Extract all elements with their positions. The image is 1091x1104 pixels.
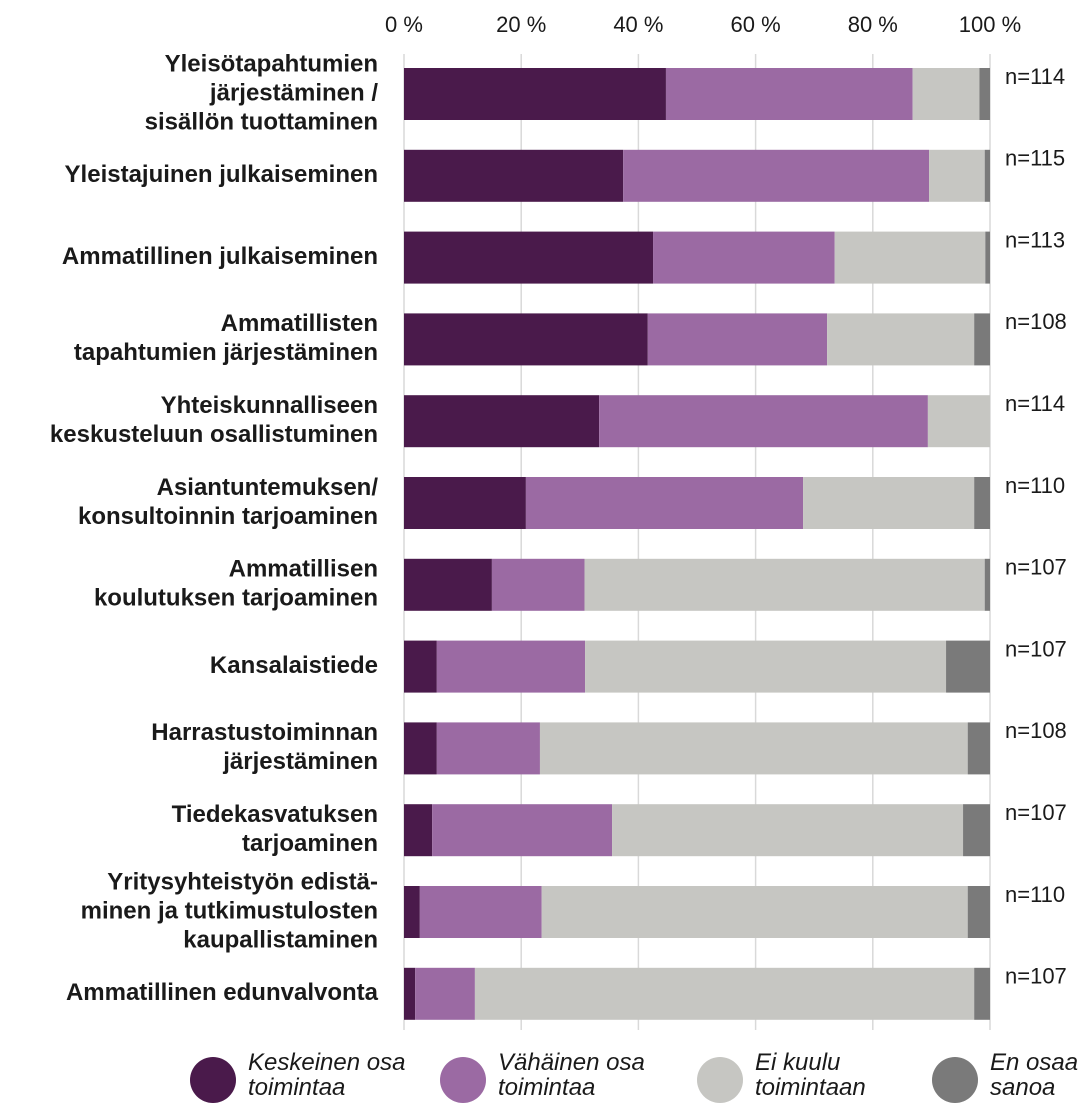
n-label: n=115 <box>1005 146 1065 171</box>
bar-segment <box>912 68 980 120</box>
legend-swatch <box>697 1057 743 1103</box>
bar-segment <box>436 640 586 693</box>
category-label: Ammatillinen edunvalvonta <box>66 979 379 1006</box>
bar-segment <box>404 231 654 284</box>
n-label: n=108 <box>1005 718 1067 743</box>
category-label: Yhteiskunnalliseen <box>161 392 378 419</box>
bar-segment <box>404 558 492 611</box>
bar-segment <box>967 722 990 775</box>
legend-label: Ei kuulu toimintaan <box>755 1049 866 1101</box>
category-label: koulutuksen tarjoaminen <box>94 585 378 612</box>
x-tick-label: 60 % <box>731 12 781 37</box>
legend-label: Keskeinen osa toimintaa <box>248 1049 406 1101</box>
bar-segment <box>404 313 648 366</box>
bar-segment <box>436 722 540 775</box>
category-label: järjestäminen / <box>209 79 378 106</box>
bar-segment <box>974 313 990 366</box>
category-label: Asiantuntemuksen/ <box>157 474 379 501</box>
category-label: Yleisötapahtumien <box>165 50 378 77</box>
n-label: n=107 <box>1005 636 1067 661</box>
n-label: n=110 <box>1005 473 1065 498</box>
bar-segment <box>827 313 975 366</box>
bar-segment <box>653 231 835 284</box>
bar-segment <box>539 722 968 775</box>
bar-segment <box>963 804 990 857</box>
category-label: konsultoinnin tarjoaminen <box>78 503 378 530</box>
bar-segment <box>404 886 420 938</box>
category-label: Ammatillisten <box>221 310 378 337</box>
bar-segment <box>404 967 416 1020</box>
n-label: n=108 <box>1005 309 1067 334</box>
n-label: n=113 <box>1005 227 1065 252</box>
bar-segment <box>404 395 600 448</box>
bar-segment <box>474 967 975 1020</box>
bar-segment <box>584 558 985 611</box>
x-tick-label: 80 % <box>848 12 898 37</box>
bar-segment <box>415 967 475 1020</box>
x-tick-label: 20 % <box>496 12 546 37</box>
x-tick-label: 0 % <box>385 12 423 37</box>
legend-label: En osaa sanoa <box>990 1049 1079 1101</box>
bar-segment <box>419 886 542 938</box>
n-label: n=114 <box>1005 64 1065 89</box>
category-label: sisällön tuottaminen <box>145 108 378 135</box>
category-label: tapahtumien järjestäminen <box>74 339 378 366</box>
x-tick-label: 40 % <box>613 12 663 37</box>
bar-segment <box>803 477 975 529</box>
bar-segment <box>404 149 624 202</box>
legend-swatch <box>440 1057 486 1103</box>
bar-segment <box>623 149 930 202</box>
bar-segment <box>946 640 990 693</box>
category-label: Kansalaistiede <box>210 652 378 679</box>
category-label: Yritysyhteistyön edistä- <box>107 868 378 895</box>
bar-segment <box>599 395 928 448</box>
category-label: järjestäminen <box>222 748 378 775</box>
category-label: minen ja tutkimustulosten <box>81 897 378 924</box>
category-label: tarjoaminen <box>242 830 378 857</box>
bar-segment <box>404 804 433 857</box>
bar-segment <box>927 395 990 448</box>
bar-segment <box>585 640 947 693</box>
bar-segment <box>967 886 990 938</box>
bar-segment <box>432 804 613 857</box>
bar-segment <box>404 477 526 529</box>
category-label: Ammatillisen <box>229 556 378 583</box>
n-label: n=107 <box>1005 964 1067 989</box>
bar-segment <box>647 313 828 366</box>
bar-segment <box>665 68 913 120</box>
category-label: kaupallistaminen <box>183 926 378 953</box>
bar-segment <box>404 640 437 693</box>
bar-segment <box>612 804 964 857</box>
bar-segment <box>929 149 985 202</box>
bar-segment <box>404 68 666 120</box>
category-label: Ammatillinen julkaiseminen <box>62 243 378 270</box>
bar-segment <box>541 886 968 938</box>
bar-segment <box>985 231 990 284</box>
n-label: n=107 <box>1005 555 1067 580</box>
n-label: n=110 <box>1005 882 1065 907</box>
bar-segment <box>974 967 990 1020</box>
bar-segment <box>491 558 585 611</box>
bar-segment <box>525 477 804 529</box>
bar-segment <box>984 149 990 202</box>
legend-swatch <box>190 1057 236 1103</box>
legend-label: Vähäinen osa toimintaa <box>498 1049 645 1101</box>
category-label: Harrastustoiminnan <box>151 719 378 746</box>
n-label: n=114 <box>1005 391 1065 416</box>
x-tick-label: 100 % <box>959 12 1021 37</box>
bar-segment <box>974 477 990 529</box>
bar-segment <box>984 558 990 611</box>
bar-segment <box>834 231 986 284</box>
bar-segment <box>404 722 437 775</box>
bar-segment <box>979 68 990 120</box>
n-label: n=107 <box>1005 800 1067 825</box>
category-label: Tiedekasvatuksen <box>172 801 378 828</box>
category-label: Yleistajuinen julkaiseminen <box>65 161 378 188</box>
legend-swatch <box>932 1057 978 1103</box>
category-label: keskusteluun osallistuminen <box>50 421 378 448</box>
